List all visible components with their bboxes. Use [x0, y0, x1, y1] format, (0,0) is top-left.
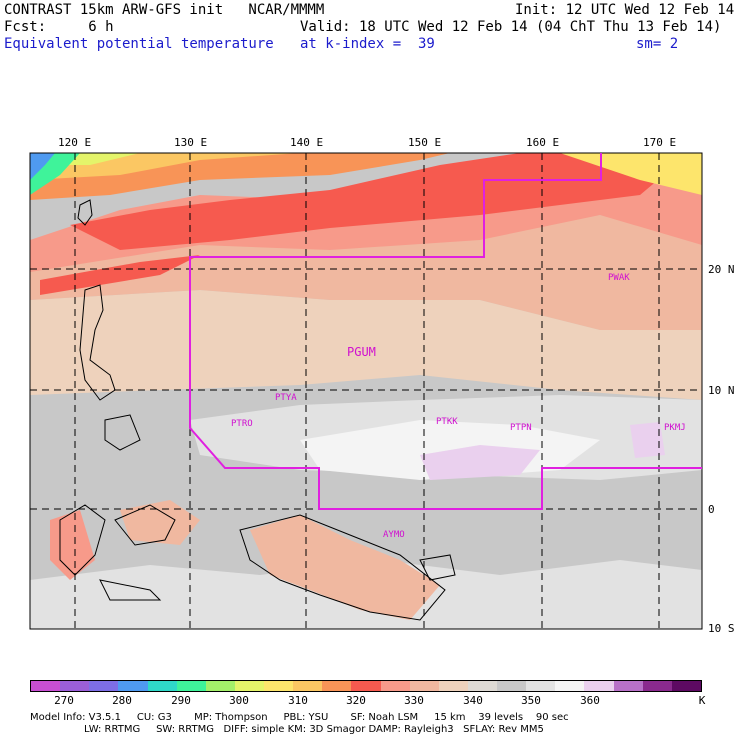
lon-label-140e: 140 E	[290, 136, 324, 149]
lon-label-120e: 120 E	[58, 136, 92, 149]
lat-label-20n: 20 N	[708, 263, 735, 276]
colorbar-swatch	[60, 681, 90, 691]
plot-title: CONTRAST 15km ARW-GFS init NCAR/MMMM	[4, 2, 325, 18]
station-pwak: PWAK	[608, 273, 630, 283]
colorbar-swatch	[234, 681, 264, 691]
colorbar-label: 350	[521, 694, 541, 707]
lat-label-10n: 10 N	[708, 384, 735, 397]
colorbar-swatch	[438, 681, 468, 691]
station-pkmj: PKMJ	[664, 423, 686, 433]
forecast-hour: Fcst: 6 h	[4, 19, 114, 35]
colorbar-label: 340	[463, 694, 483, 707]
colorbar-swatch	[31, 681, 61, 691]
lon-label-130e: 130 E	[174, 136, 208, 149]
colorbar-swatch	[671, 681, 701, 691]
valid-time: Valid: 18 UTC Wed 12 Feb 14 (04 ChT Thu …	[300, 19, 722, 35]
colorbar-swatch	[409, 681, 439, 691]
model-info-line2: LW: RRTMG SW: RRTMG DIFF: simple KM: 3D …	[30, 724, 544, 735]
theta-e-field	[30, 153, 702, 629]
station-ptro: PTRO	[231, 419, 253, 429]
colorbar-label: 280	[112, 694, 132, 707]
colorbar-swatch	[89, 681, 119, 691]
colorbar-swatch	[264, 681, 294, 691]
station-ptpn: PTPN	[510, 423, 532, 433]
level-info: at k-index = 39	[300, 36, 435, 52]
colorbar-label: 310	[288, 694, 308, 707]
colorbar-swatch	[147, 681, 177, 691]
colorbar-swatch	[613, 681, 643, 691]
colorbar-swatch	[293, 681, 323, 691]
colorbar-swatch	[467, 681, 497, 691]
region-boundary	[189, 153, 702, 510]
colorbar-unit: K	[698, 694, 706, 707]
colorbar-label: 290	[171, 694, 191, 707]
colorbar-label: 320	[346, 694, 366, 707]
colorbar-swatch	[176, 681, 206, 691]
field-name: Equivalent potential temperature	[4, 36, 274, 52]
colorbar-swatch	[380, 681, 410, 691]
colorbar-label: 330	[404, 694, 424, 707]
lat-label-equator: 0	[708, 503, 715, 516]
colorbar-label: 360	[580, 694, 600, 707]
lon-label-150e: 150 E	[408, 136, 442, 149]
colorbar-swatch	[642, 681, 672, 691]
colorbar-label: 270	[54, 694, 74, 707]
lon-label-170e: 170 E	[643, 136, 677, 149]
model-info-line1: Model Info: V3.5.1 CU: G3 MP: Thompson P…	[30, 712, 569, 723]
colorbar-swatch	[526, 681, 556, 691]
colorbar-swatch	[322, 681, 352, 691]
colorbar-swatch	[584, 681, 614, 691]
colorbar	[30, 680, 702, 692]
init-time: Init: 12 UTC Wed 12 Feb 14	[515, 2, 735, 18]
colorbar-swatch	[205, 681, 235, 691]
lat-label-10s: 10 S	[708, 622, 735, 635]
lon-label-160e: 160 E	[526, 136, 560, 149]
colorbar-label: 300	[229, 694, 249, 707]
colorbar-swatch	[555, 681, 585, 691]
colorbar-swatch	[351, 681, 381, 691]
station-pgum: PGUM	[347, 345, 376, 359]
station-ptya: PTYA	[275, 393, 297, 403]
station-ptkk: PTKK	[436, 417, 458, 427]
smoothing-info: sm= 2	[636, 36, 679, 52]
station-aymo: AYMO	[383, 530, 405, 540]
coastlines	[59, 199, 456, 621]
colorbar-swatch	[118, 681, 148, 691]
colorbar-swatch	[497, 681, 527, 691]
